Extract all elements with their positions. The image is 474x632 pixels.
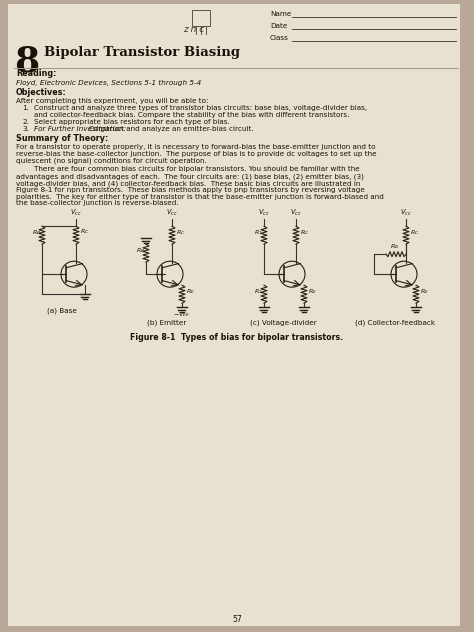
Text: 2.: 2. xyxy=(22,119,29,125)
Text: $R_B$: $R_B$ xyxy=(136,246,145,255)
Text: Select appropriate bias resistors for each type of bias.: Select appropriate bias resistors for ea… xyxy=(34,119,230,125)
Text: There are four common bias circuits for bipolar transistors. You should be famil: There are four common bias circuits for … xyxy=(16,166,360,173)
Text: 8: 8 xyxy=(14,45,39,79)
Text: $R_B$: $R_B$ xyxy=(32,228,41,237)
Text: (d) Collector-feedback: (d) Collector-feedback xyxy=(355,319,435,325)
Text: voltage-divider bias, and (4) collector-feedback bias.  These basic bias circuit: voltage-divider bias, and (4) collector-… xyxy=(16,180,360,186)
Text: advantages and disadvantages of each.  The four circuits are: (1) base bias, (2): advantages and disadvantages of each. Th… xyxy=(16,173,364,179)
Text: $R_C$: $R_C$ xyxy=(300,228,310,237)
Text: $R_E$: $R_E$ xyxy=(186,287,195,296)
Text: Objectives:: Objectives: xyxy=(16,88,67,97)
Text: the base-collector junction is reverse-biased.: the base-collector junction is reverse-b… xyxy=(16,200,179,207)
Text: Figure 8-1 for npn transistors.  These bias methods apply to pnp transistors by : Figure 8-1 for npn transistors. These bi… xyxy=(16,187,365,193)
Text: $R_B$: $R_B$ xyxy=(391,242,400,251)
Text: For Further Investigation:: For Further Investigation: xyxy=(34,126,126,132)
Text: Class: Class xyxy=(270,35,289,41)
Text: Summary of Theory:: Summary of Theory: xyxy=(16,134,108,143)
Text: 57: 57 xyxy=(232,615,242,624)
Text: 3.: 3. xyxy=(22,126,29,132)
Text: $R_C$: $R_C$ xyxy=(176,228,185,237)
Text: $V_{cc}$: $V_{cc}$ xyxy=(290,208,302,218)
Text: Construct and analyze an emitter-bias circuit.: Construct and analyze an emitter-bias ci… xyxy=(89,126,254,132)
Text: $R_C$: $R_C$ xyxy=(80,227,90,236)
Text: $V_{cc}$: $V_{cc}$ xyxy=(166,208,178,218)
Text: quiescent (no signal) conditions for circuit operation.: quiescent (no signal) conditions for cir… xyxy=(16,157,207,164)
Text: $V_{cc}$: $V_{cc}$ xyxy=(258,208,270,218)
Text: Name: Name xyxy=(270,11,292,17)
Text: polarities.  The key for either type of transistor is that the base-emitter junc: polarities. The key for either type of t… xyxy=(16,193,384,200)
Text: $V_{cc}$: $V_{cc}$ xyxy=(70,208,82,218)
Text: $R_E$: $R_E$ xyxy=(420,287,429,296)
Text: Floyd, Electronic Devices, Sections 5-1 through 5-4: Floyd, Electronic Devices, Sections 5-1 … xyxy=(16,80,201,86)
Text: $R_2$: $R_2$ xyxy=(254,287,263,296)
Text: Date: Date xyxy=(270,23,287,29)
Text: $R_E$: $R_E$ xyxy=(308,287,317,296)
Text: reverse-bias the base-collector junction.  The purpose of bias is to provide dc : reverse-bias the base-collector junction… xyxy=(16,151,377,157)
Text: and collector-feedback bias. Compare the stability of the bias with different tr: and collector-feedback bias. Compare the… xyxy=(34,112,349,118)
Bar xyxy=(192,10,210,26)
Text: Construct and analyze three types of transistor bias circuits: base bias, voltag: Construct and analyze three types of tra… xyxy=(34,105,367,111)
Text: For a transistor to operate properly, it is necessary to forward-bias the base-e: For a transistor to operate properly, it… xyxy=(16,144,375,150)
Text: $-V_{EE}$: $-V_{EE}$ xyxy=(173,310,191,319)
Text: 1.: 1. xyxy=(22,105,29,111)
Text: $R_C$: $R_C$ xyxy=(410,228,419,237)
Text: After completing this experiment, you will be able to:: After completing this experiment, you wi… xyxy=(16,98,209,104)
Text: (c) Voltage-divider: (c) Voltage-divider xyxy=(250,319,316,325)
Text: z n c: z n c xyxy=(183,25,204,34)
Text: Reading:: Reading: xyxy=(16,69,56,78)
FancyBboxPatch shape xyxy=(8,4,460,626)
Text: $V_{cc}$: $V_{cc}$ xyxy=(400,208,412,218)
Text: (a) Base: (a) Base xyxy=(47,307,77,313)
Text: $R_1$: $R_1$ xyxy=(254,228,263,237)
Text: Bipolar Transistor Biasing: Bipolar Transistor Biasing xyxy=(44,46,240,59)
Text: Figure 8-1  Types of bias for bipolar transistors.: Figure 8-1 Types of bias for bipolar tra… xyxy=(130,333,344,342)
Text: (b) Emitter: (b) Emitter xyxy=(147,319,187,325)
